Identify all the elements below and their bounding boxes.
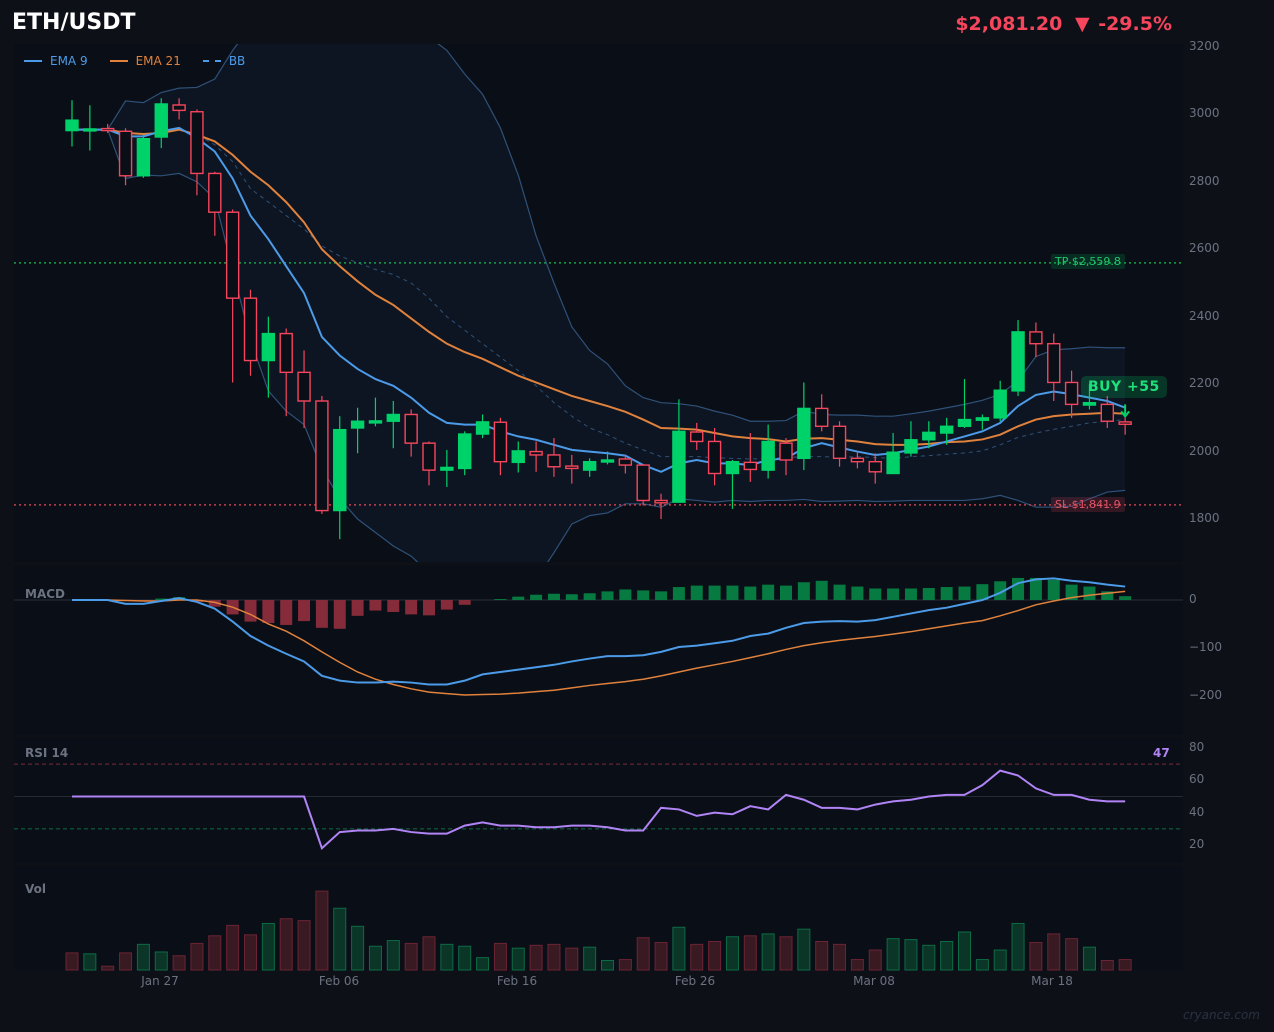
ema9-swatch-icon [24, 60, 42, 62]
stop-loss-tag: SL $1,841.9 [1051, 497, 1125, 512]
down-arrow-icon: ▼ [1074, 13, 1090, 35]
price-axis-tick: 2800 [1189, 173, 1220, 188]
price-axis-tick: 2400 [1189, 308, 1220, 323]
macd-axis-tick: −100 [1189, 640, 1222, 654]
legend-ema9[interactable]: EMA 9 [24, 54, 88, 68]
symbol-title: ETH/USDT [12, 10, 136, 35]
date-axis-tick: Jan 27 [141, 974, 179, 988]
current-price: $2,081.20 [955, 13, 1063, 35]
change-percent: -29.5% [1098, 13, 1172, 35]
macd-axis-tick: −200 [1189, 688, 1222, 702]
price-axis-tick: 2000 [1189, 443, 1220, 458]
macd-label: MACD [25, 587, 65, 601]
price-axis-tick: 2600 [1189, 241, 1220, 256]
bb-swatch-icon [202, 60, 221, 62]
price-axis-tick: 3200 [1189, 39, 1220, 53]
date-axis-tick: Mar 18 [1031, 974, 1073, 988]
date-axis-tick: Feb 06 [318, 974, 360, 988]
volume-label: Vol [25, 882, 46, 896]
rsi-label: RSI 14 [25, 746, 69, 760]
chart-legend: EMA 9 EMA 21 BB [24, 54, 245, 68]
buy-signal-badge: BUY +55 [1081, 376, 1167, 398]
take-profit-tag: TP $2,559.8 [1051, 254, 1125, 269]
date-axis-tick: Mar 08 [853, 974, 895, 988]
rsi-current-value: 47 [1153, 746, 1170, 760]
date-axis-tick: Feb 16 [496, 974, 538, 988]
price-axis-tick: 2200 [1189, 376, 1220, 391]
price-axis-tick: 3000 [1189, 106, 1220, 121]
date-axis-tick: Feb 26 [674, 974, 716, 988]
rsi-axis-tick: 80 [1189, 740, 1205, 754]
price-axis-tick: 1800 [1189, 511, 1220, 525]
legend-ema21[interactable]: EMA 21 [109, 54, 181, 68]
watermark: cryance.com [1182, 1008, 1260, 1022]
legend-bb[interactable]: BB [202, 54, 245, 68]
rsi-axis-tick: 40 [1189, 804, 1205, 819]
rsi-axis-tick: 20 [1189, 837, 1205, 851]
ema21-swatch-icon [109, 60, 128, 62]
macd-axis-tick: 0 [1189, 592, 1197, 606]
rsi-axis-tick: 60 [1189, 772, 1205, 787]
price-display: $2,081.20 ▼ -29.5% [949, 13, 1172, 35]
